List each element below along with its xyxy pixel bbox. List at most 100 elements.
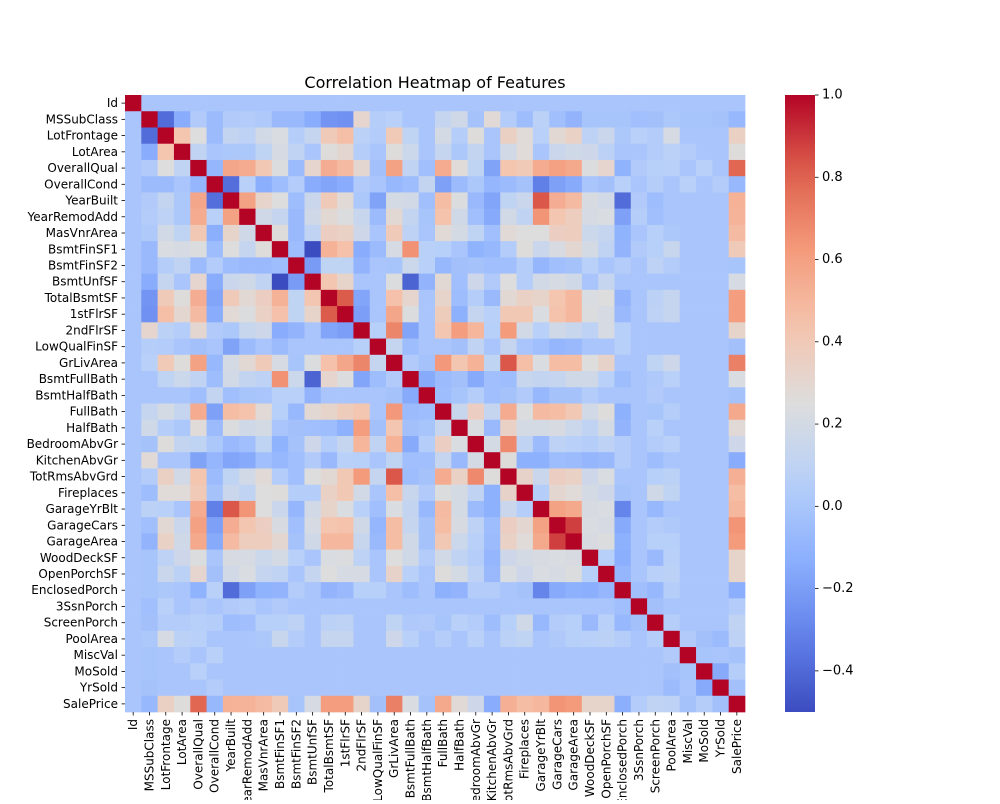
heatmap-cell [532,468,550,486]
heatmap-cell [353,95,371,112]
heatmap-cell [435,95,452,112]
heatmap-cell [500,354,517,372]
heatmap-cell [320,630,338,648]
heatmap-cell [483,663,501,680]
heatmap-cell [532,452,550,469]
heatmap-cell [386,306,403,323]
heatmap-cell [435,127,452,145]
heatmap-cell [630,257,648,274]
heatmap-cell [598,354,615,372]
heatmap-cell [712,111,730,128]
heatmap-cell [255,549,273,567]
heatmap-cell [206,322,224,339]
heatmap-cell [304,338,322,356]
heatmap-cell [190,582,207,599]
heatmap-cell [206,468,224,486]
heatmap-cell [451,306,468,323]
heatmap-cell [125,387,142,404]
heatmap-cell [647,322,664,339]
heatmap-cell [581,500,599,518]
heatmap-cell [402,630,420,648]
heatmap-cell [647,630,664,648]
heatmap-cell [500,208,517,226]
x-tick-labels: Id MSSubClass LotFrontage LotArea OverallQua… [126,712,744,804]
heatmap-cell [696,224,713,242]
heatmap-cell [353,484,371,502]
heatmap-cell [712,614,730,632]
colorbar-tick-label: 0.2 [822,417,843,432]
heatmap-cell [320,241,338,258]
heatmap-cell [369,241,387,258]
heatmap-cell [337,468,354,486]
heatmap-cell [157,208,175,226]
heatmap-cell [565,354,583,372]
heatmap-cell [712,289,730,307]
heatmap-cell [418,306,436,323]
heatmap-cell [222,289,240,307]
heatmap-cell [696,371,713,388]
heatmap-cell [125,435,142,453]
heatmap-cell [304,679,322,697]
heatmap-cell [386,452,403,469]
heatmap-cell [271,468,289,486]
heatmap-cell [500,403,517,421]
heatmap-cell [173,663,191,680]
heatmap-cell [125,127,142,145]
heatmap-cell [190,159,207,177]
heatmap-cell [435,582,452,599]
heatmap-cell [598,159,615,177]
y-tick-label: GarageYrBlt [46,502,119,516]
heatmap-cell [516,306,534,323]
heatmap-cell [190,111,207,128]
heatmap-cell [598,127,615,145]
heatmap-cell [451,208,468,226]
heatmap-cell [320,647,338,664]
heatmap-cell [532,387,550,404]
heatmap-cell [157,630,175,648]
heatmap-cell [206,582,224,599]
heatmap-cell [647,582,664,599]
heatmap-cell [222,549,240,567]
heatmap-cell [255,403,273,421]
heatmap-cell [581,257,599,274]
colorbar-tick-label: −0.4 [822,663,854,678]
heatmap-cell [549,322,566,339]
heatmap-cell [712,143,730,161]
heatmap-cell [271,354,289,372]
heatmap-cell [369,387,387,404]
heatmap-cell [516,598,534,615]
heatmap-cell [663,614,681,632]
heatmap-cell [728,176,746,193]
heatmap-cell [728,533,746,550]
heatmap-cell [418,387,436,404]
x-tick-label: GarageArea [567,719,581,791]
heatmap-cell [288,679,305,697]
heatmap-cell [141,517,158,534]
heatmap-cell [222,647,240,664]
heatmap-cell [206,208,224,226]
heatmap-cell [369,435,387,453]
heatmap-cell [255,663,273,680]
heatmap-cell [271,403,289,421]
heatmap-cell [304,630,322,648]
heatmap-cell [679,679,697,697]
colorbar-tick-label: 0.4 [822,334,843,349]
heatmap-cell [565,208,583,226]
heatmap-cell [647,549,664,567]
heatmap-cell [402,289,420,307]
heatmap-cell [532,679,550,697]
heatmap-cell [320,517,338,534]
heatmap-cell [304,452,322,469]
heatmap-cell [614,517,632,534]
heatmap-cell [614,387,632,404]
heatmap-cell [353,647,371,664]
heatmap-cell [239,208,256,226]
heatmap-cell [239,322,256,339]
heatmap-cell [239,598,256,615]
heatmap-cell [614,695,632,713]
heatmap-cell [614,159,632,177]
heatmap-cell [141,176,158,193]
heatmap-cell [549,371,566,388]
heatmap-cell [728,192,746,210]
heatmap-cell [696,354,713,372]
